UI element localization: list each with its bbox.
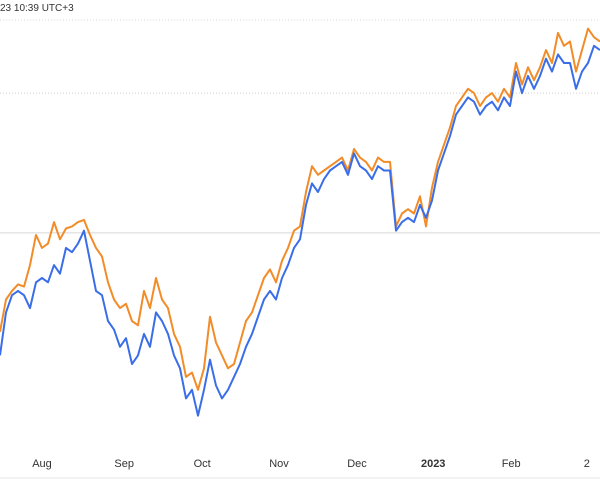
x-tick-label-5: 2023 <box>421 458 445 470</box>
x-tick-label-3: Nov <box>269 458 289 470</box>
x-tick-label-2: Oct <box>194 458 211 470</box>
chart-timestamp: 23 10:39 UTC+3 <box>0 3 74 14</box>
x-tick-label-1: Sep <box>114 458 134 470</box>
x-tick-label-0: Aug <box>32 458 52 470</box>
x-tick-label-6: Feb <box>502 458 521 470</box>
series-line-0 <box>0 27 600 391</box>
series-line-1 <box>0 44 600 417</box>
x-tick-label-4: Dec <box>347 458 367 470</box>
x-tick-label-7: 2 <box>584 458 590 470</box>
